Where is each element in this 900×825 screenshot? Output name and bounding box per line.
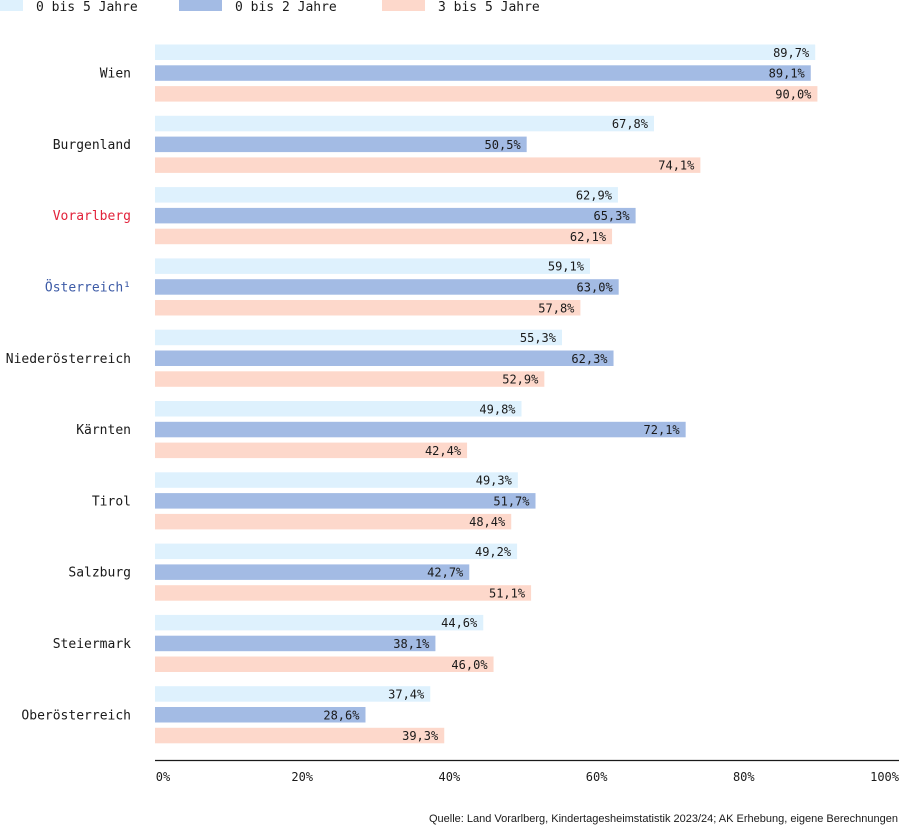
data-label: 49,2% <box>475 545 512 559</box>
legend-swatch-3 <box>382 0 425 11</box>
category-label: Burgenland <box>53 138 131 153</box>
data-label: 44,6% <box>441 616 478 630</box>
bar <box>155 86 818 102</box>
data-label: 48,4% <box>469 515 506 529</box>
bar <box>155 564 470 580</box>
bar <box>155 44 816 60</box>
bar <box>155 543 518 560</box>
data-label: 62,9% <box>576 188 613 202</box>
bar <box>155 727 445 744</box>
bars: 89,7% 89,1% 90,0% 67,8% 50,5% 74,1% 62,9% 65,3%… <box>155 44 818 744</box>
data-label: 90,0% <box>775 87 812 101</box>
data-label: 59,1% <box>548 260 585 274</box>
bar <box>155 614 484 631</box>
data-label: 89,7% <box>773 46 810 60</box>
data-label: 74,1% <box>658 159 695 173</box>
category-label: Salzburg <box>68 566 131 581</box>
legend-label-1: 0 bis 5 Jahre <box>36 0 138 15</box>
data-label: 55,3% <box>520 331 557 345</box>
x-axis: 0% 20% 40% 60% 80% 100% <box>155 759 900 784</box>
bar <box>155 513 512 530</box>
source-note: Quelle: Land Vorarlberg, Kindertagesheim… <box>429 813 898 825</box>
bar <box>155 401 522 417</box>
bar <box>155 585 532 601</box>
x-tick-label: 20% <box>291 770 313 784</box>
legend-label-3: 3 bis 5 Jahre <box>438 0 540 15</box>
category-label: Österreich¹ <box>45 278 131 295</box>
data-label: 50,5% <box>485 138 522 152</box>
data-label: 38,1% <box>393 637 430 651</box>
data-label: 28,6% <box>323 708 360 722</box>
bar <box>155 421 686 438</box>
bar <box>155 350 614 366</box>
x-tick-label: 100% <box>870 770 900 784</box>
bar <box>155 115 655 132</box>
bar <box>155 157 701 173</box>
data-label: 57,8% <box>538 301 575 315</box>
x-tick-label: 0% <box>156 770 171 784</box>
data-label: 62,1% <box>570 230 607 244</box>
bar <box>155 493 536 509</box>
legend-swatch-2 <box>179 0 222 11</box>
bar <box>155 187 618 203</box>
x-tick-label: 80% <box>733 770 755 784</box>
bar <box>155 635 436 652</box>
data-label: 52,9% <box>502 373 539 387</box>
data-label: 65,3% <box>593 209 630 223</box>
legend-swatch-1 <box>0 0 23 11</box>
data-label: 51,1% <box>489 586 526 600</box>
data-label: 72,1% <box>644 423 681 437</box>
data-label: 49,8% <box>479 402 516 416</box>
category-label: Steiermark <box>53 637 131 652</box>
x-tick-label: 60% <box>586 770 608 784</box>
bar <box>155 228 613 245</box>
bar <box>155 329 563 346</box>
category-label: Vorarlberg <box>53 209 131 224</box>
legend-label-2: 0 bis 2 Jahre <box>235 0 337 15</box>
category-labels: Wien Burgenland Vorarlberg Österreich¹ Niede… <box>6 67 131 724</box>
data-label: 39,3% <box>402 729 439 743</box>
bar <box>155 686 431 702</box>
bar <box>155 707 366 723</box>
data-label: 67,8% <box>612 117 649 131</box>
category-label: Niederösterreich <box>6 352 131 367</box>
bar <box>155 300 581 316</box>
data-label: 63,0% <box>577 280 614 294</box>
data-label: 51,7% <box>493 494 530 508</box>
category-label: Kärnten <box>76 423 131 438</box>
bar <box>155 65 811 81</box>
category-label: Oberösterreich <box>21 708 131 723</box>
data-label: 89,1% <box>769 67 806 81</box>
bar <box>155 136 527 153</box>
category-label: Wien <box>100 67 131 82</box>
bar <box>155 472 518 488</box>
data-label: 42,4% <box>425 444 462 458</box>
x-tick-label: 40% <box>439 770 461 784</box>
legend: 0 bis 5 Jahre 0 bis 2 Jahre 3 bis 5 Jahre <box>0 0 540 15</box>
bar <box>155 371 545 387</box>
bar <box>155 207 636 224</box>
bar <box>155 279 619 295</box>
data-label: 46,0% <box>451 658 488 672</box>
bar <box>155 656 494 672</box>
data-label: 62,3% <box>571 352 608 366</box>
bar <box>155 442 468 459</box>
data-label: 49,3% <box>476 474 513 488</box>
data-label: 42,7% <box>427 566 464 580</box>
category-label: Tirol <box>92 494 131 509</box>
bar <box>155 258 590 274</box>
data-label: 37,4% <box>388 687 425 701</box>
